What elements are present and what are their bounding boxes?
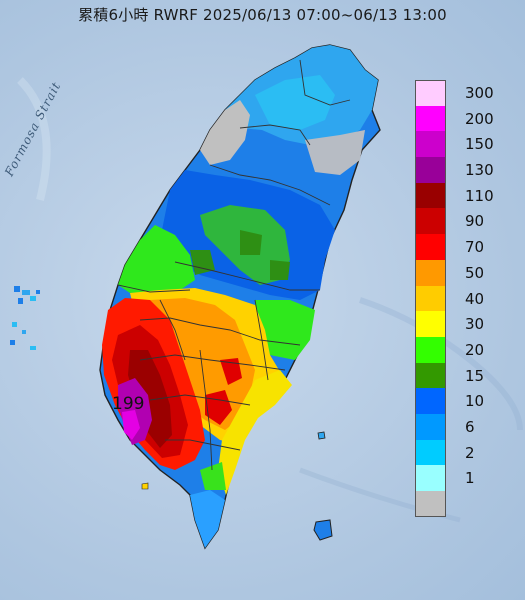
legend-label: 300 <box>465 84 494 102</box>
legend-row: 15 <box>415 362 519 389</box>
legend-swatch <box>415 105 446 132</box>
legend-label: 30 <box>465 315 485 334</box>
map-title: 累積6小時 RWRF 2025/06/13 07:00~06/13 13:00 <box>78 6 447 24</box>
west-green-zone <box>118 225 195 293</box>
legend-row: 2 <box>415 439 519 466</box>
south-tip-zone <box>190 490 225 548</box>
legend-swatch <box>415 491 446 517</box>
legend-swatch <box>415 259 446 286</box>
legend-swatch <box>415 388 446 414</box>
legend-label: 70 <box>465 238 485 257</box>
legend-row: 300 <box>415 80 519 106</box>
green-island <box>317 431 326 440</box>
liuqiu-island <box>141 482 149 490</box>
legend-row: 30 <box>415 311 519 337</box>
legend-row: 40 <box>415 285 519 312</box>
legend-swatch <box>415 465 446 491</box>
legend-swatch <box>415 208 446 235</box>
legend-row: 10 <box>415 388 519 414</box>
legend-swatch <box>415 285 446 312</box>
legend-label: 130 <box>465 161 494 180</box>
legend-row: 200 <box>415 105 519 132</box>
legend-row: 50 <box>415 259 519 286</box>
legend-swatch <box>415 157 446 183</box>
legend-row: 110 <box>415 182 519 209</box>
legend-label: 90 <box>465 212 485 231</box>
max-rainfall-label: 199 <box>112 394 145 414</box>
penghu-islands <box>10 286 40 350</box>
dark-green-patches <box>190 230 290 280</box>
legend-row: 150 <box>415 131 519 158</box>
north-grey-zone <box>200 100 250 165</box>
orange-zone <box>150 298 255 430</box>
legend-row <box>415 491 519 517</box>
legend-swatch <box>415 362 446 389</box>
rainfall-legend: 300 200 150 130 110 90 70 50 40 30 20 15 10 6 2 1 <box>415 80 519 517</box>
legend-label: 20 <box>465 340 485 359</box>
legend-swatch <box>415 311 446 337</box>
legend-label: 10 <box>465 392 485 411</box>
legend-swatch <box>415 413 446 440</box>
legend-label: 1 <box>465 469 475 488</box>
southeast-green <box>200 462 226 490</box>
legend-swatch <box>415 439 446 466</box>
legend-label: 40 <box>465 289 485 308</box>
legend-label: 200 <box>465 109 494 128</box>
legend-row: 90 <box>415 208 519 235</box>
legend-swatch <box>415 80 446 106</box>
legend-label: 15 <box>465 366 485 385</box>
legend-label: 110 <box>465 186 494 205</box>
northeast-grey-zone <box>305 130 365 175</box>
legend-swatch <box>415 131 446 158</box>
legend-row: 70 <box>415 234 519 260</box>
legend-swatch <box>415 336 446 363</box>
red-patches-east <box>205 358 242 425</box>
legend-swatch <box>415 234 446 260</box>
north-cyan-zone <box>255 75 335 130</box>
east-yellow-zone <box>218 370 292 495</box>
county-boundaries <box>117 59 351 471</box>
legend-row: 20 <box>415 336 519 363</box>
legend-row: 1 <box>415 465 519 491</box>
maroon-zone <box>128 350 172 448</box>
legend-swatch <box>415 182 446 209</box>
legend-row: 6 <box>415 413 519 440</box>
legend-label: 6 <box>465 417 475 436</box>
legend-row: 130 <box>415 157 519 183</box>
legend-label: 50 <box>465 263 485 282</box>
magenta-zone <box>122 410 140 440</box>
legend-label: 2 <box>465 443 475 462</box>
legend-label: 150 <box>465 135 494 154</box>
orchid-island <box>313 519 333 541</box>
